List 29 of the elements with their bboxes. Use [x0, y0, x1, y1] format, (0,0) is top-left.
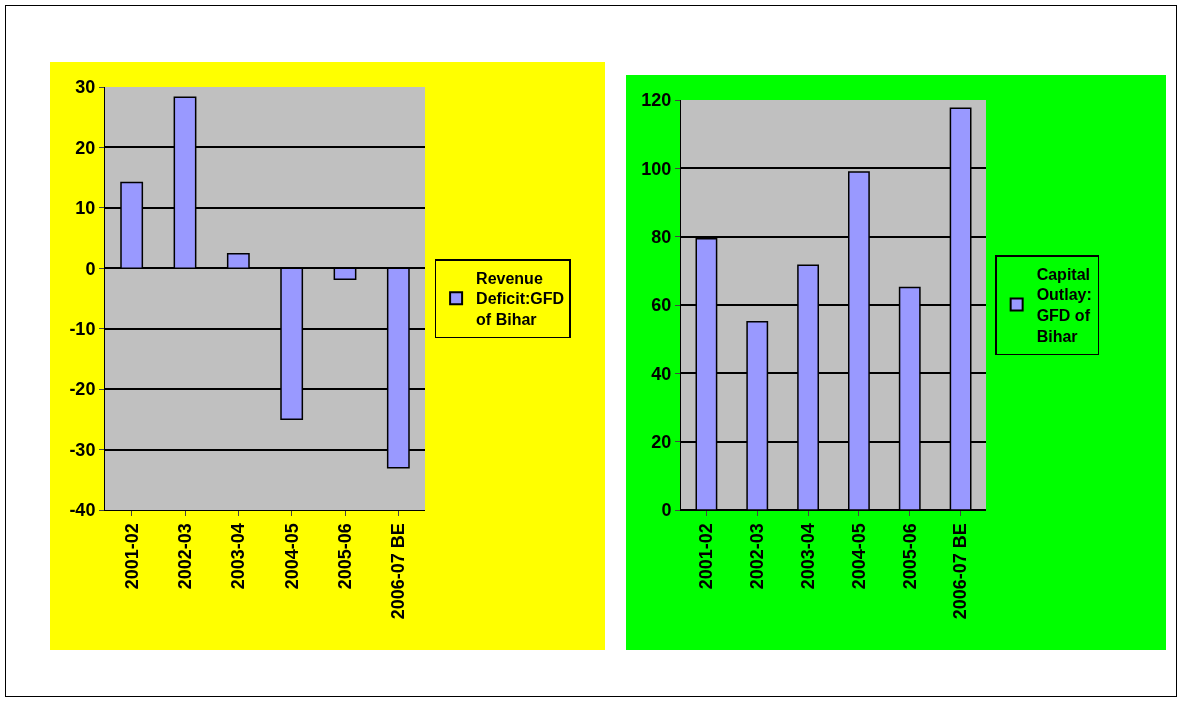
y-tick-label: -30	[69, 439, 96, 460]
x-tick-label: 2002-03	[174, 523, 195, 590]
y-tick-label: 0	[85, 258, 96, 279]
y-tick-label: 20	[75, 137, 96, 158]
x-tick-label: 2005-06	[334, 523, 355, 590]
y-tick-label: 40	[651, 363, 672, 384]
legend-label: Capital Outlay: GFD of Bihar	[1036, 265, 1092, 346]
y-tick-label: 80	[651, 226, 672, 247]
y-tick-label: 100	[641, 158, 672, 179]
y-tick-label: -20	[69, 379, 96, 400]
x-tick-label: 2001-02	[696, 523, 717, 590]
legend-label: Revenue Deficit:GFD of Bihar	[476, 269, 565, 329]
x-tick-label: 2006-07 BE	[950, 523, 971, 620]
x-tick-label: 2004-05	[281, 523, 302, 590]
x-tick-label: 2004-05	[848, 523, 869, 590]
y-tick-label: -10	[69, 319, 96, 340]
x-tick-label: 2003-04	[797, 523, 818, 590]
x-tick-label: 2006-07 BE	[388, 523, 409, 620]
y-tick-label: 10	[75, 198, 96, 219]
x-tick-label: 2005-06	[899, 523, 920, 590]
y-tick-label: 30	[75, 77, 96, 98]
y-tick-label: -40	[69, 500, 96, 521]
x-tick-label: 2001-02	[121, 523, 142, 590]
y-tick-label: 20	[651, 431, 672, 452]
y-tick-label: 120	[641, 90, 672, 111]
x-tick-label: 2003-04	[228, 523, 249, 590]
x-tick-label: 2002-03	[747, 523, 768, 590]
y-tick-label: 60	[651, 295, 672, 316]
y-tick-label: 0	[661, 500, 672, 521]
